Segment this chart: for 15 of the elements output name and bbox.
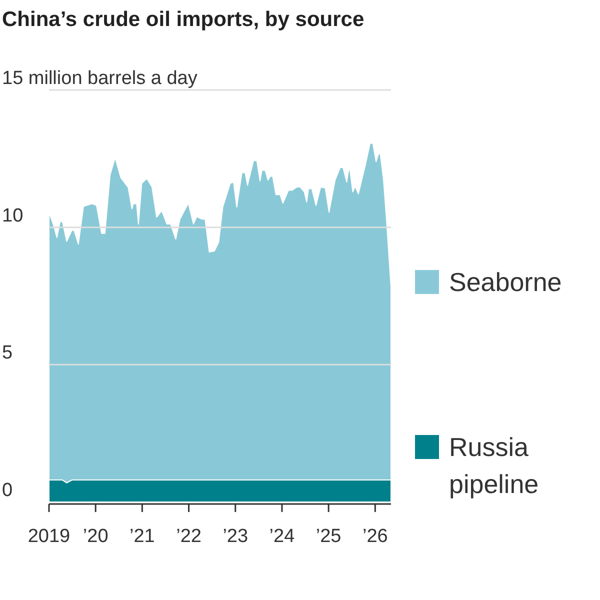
x-tick-label: ’20 <box>82 526 108 547</box>
y-tick-label: 5 <box>2 342 13 364</box>
y-tick-label: 10 <box>2 205 24 226</box>
legend-label: Russia pipeline <box>449 432 539 499</box>
chart-title: China’s crude oil imports, by source <box>2 8 364 31</box>
x-tick-label: ’21 <box>130 526 155 547</box>
x-tick-label: ’26 <box>362 526 388 547</box>
x-tick-label: ’24 <box>269 526 296 547</box>
x-tick-label: ’22 <box>176 526 202 547</box>
text: Seaborne <box>449 267 562 297</box>
y-tick-label: 0 <box>2 480 13 501</box>
y-tick-label: 15 million barrels a day <box>2 68 198 89</box>
x-tick-label: ’23 <box>222 526 248 547</box>
x-tick-label: ’25 <box>316 526 342 547</box>
x-tick-label: 2019 <box>28 526 70 547</box>
